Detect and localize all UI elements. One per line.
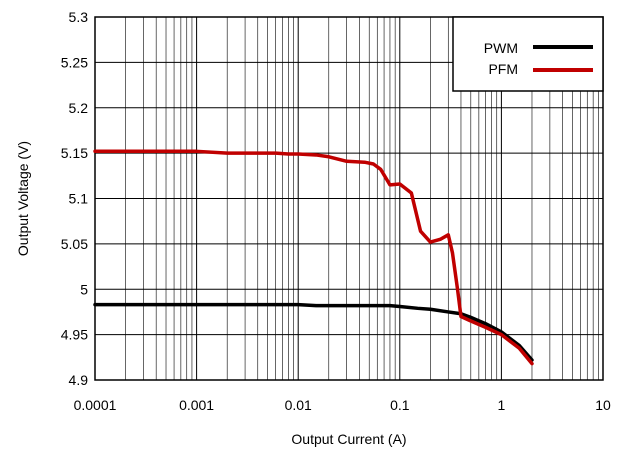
x-tick-label: 0.1 [390,397,410,413]
x-tick-label: 1 [498,397,506,413]
y-tick-label: 5.25 [61,54,88,70]
x-tick-label: 0.01 [285,397,312,413]
x-tick-label: 0.0001 [74,397,117,413]
series-group [93,149,534,366]
y-tick-label: 4.95 [61,327,88,343]
legend: PWM PFM [452,16,604,92]
x-axis-ticks: 0.0001 0.001 0.01 0.1 1 10 [74,397,611,413]
y-axis-ticks: 4.9 4.95 5 5.05 5.1 5.15 5.2 5.25 5.3 [61,9,88,388]
y-tick-label: 4.9 [69,372,89,388]
y-axis-title: Output Voltage (V) [15,141,31,256]
y-tick-label: 5.05 [61,236,88,252]
y-tick-label: 5.2 [69,100,89,116]
y-tick-label: 5 [80,281,88,297]
plot-frame [94,16,604,381]
legend-label-pwm: PWM [484,40,518,56]
x-axis-title: Output Current (A) [291,431,406,447]
x-tick-label: 10 [595,397,611,413]
series-line-pwm [93,302,534,362]
y-tick-label: 5.1 [69,191,89,207]
series-line-pfm [93,149,534,366]
y-tick-label: 5.3 [69,9,89,25]
legend-label-pfm: PFM [488,61,518,77]
legend-box [452,16,604,92]
y-tick-label: 5.15 [61,145,88,161]
x-tick-label: 0.001 [179,397,214,413]
